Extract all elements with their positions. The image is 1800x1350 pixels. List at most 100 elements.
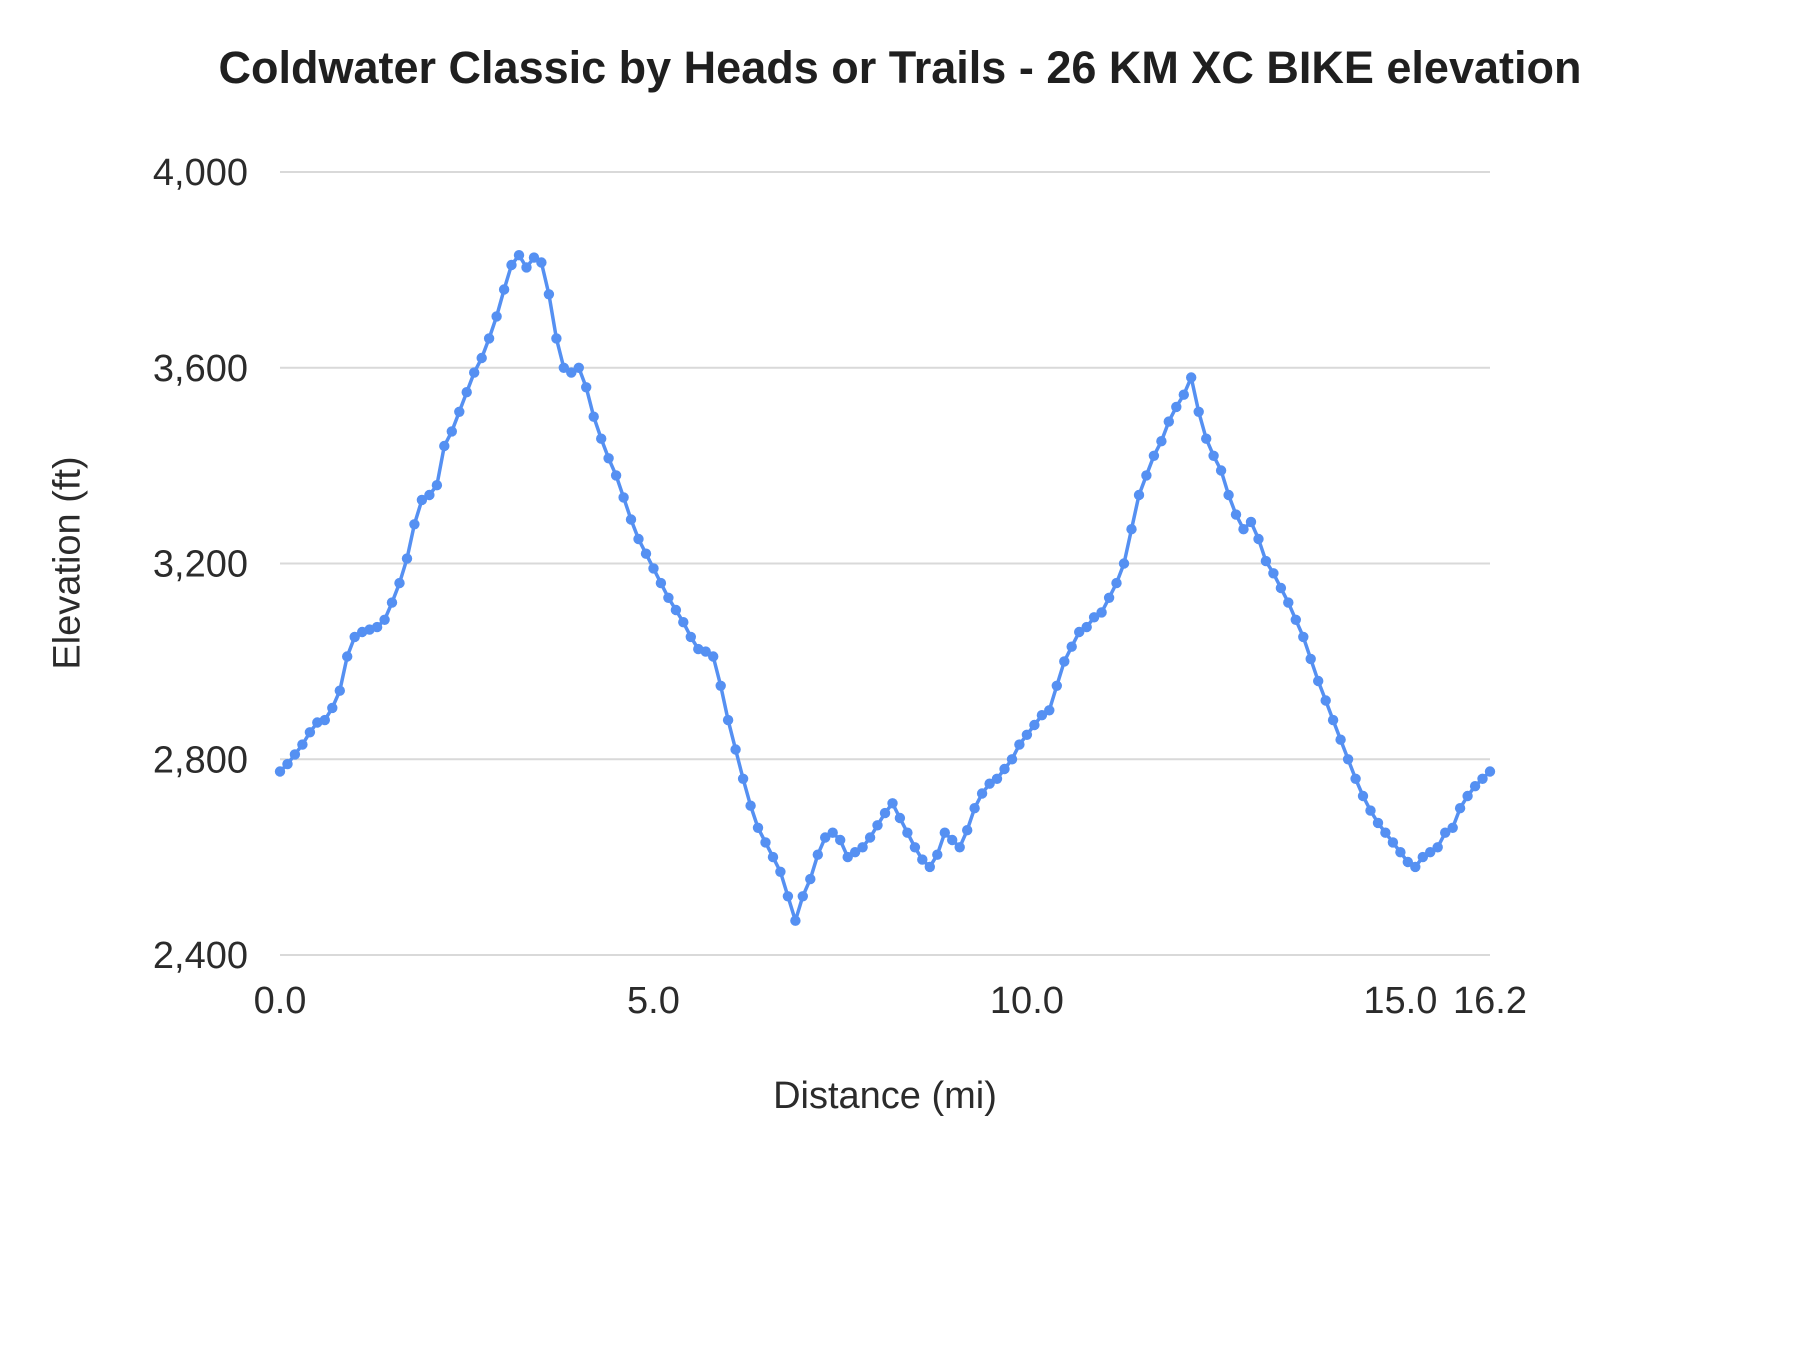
y-tick-label: 2,800	[153, 739, 248, 781]
data-point	[454, 406, 465, 417]
data-point	[775, 866, 786, 877]
data-point	[1014, 739, 1025, 750]
data-point	[476, 352, 487, 364]
data-point	[909, 842, 921, 853]
data-point	[685, 631, 696, 643]
data-point	[1066, 641, 1077, 652]
data-point	[812, 849, 823, 860]
data-point	[700, 646, 711, 657]
data-point	[1350, 773, 1361, 784]
data-point	[625, 514, 637, 525]
data-point	[894, 812, 906, 824]
data-point	[730, 744, 741, 755]
data-point	[1477, 773, 1488, 784]
data-point	[491, 311, 502, 322]
data-point	[1133, 489, 1145, 501]
data-point	[386, 597, 398, 608]
data-point	[678, 617, 689, 628]
data-point	[1111, 577, 1122, 589]
data-point	[461, 387, 472, 398]
data-point	[1425, 847, 1436, 858]
data-point	[857, 842, 868, 853]
data-point	[1238, 524, 1249, 535]
data-point	[1305, 653, 1316, 665]
data-point	[319, 714, 330, 726]
data-point	[371, 621, 383, 633]
data-point	[1201, 433, 1212, 444]
x-tick-label: 15.0	[1363, 980, 1437, 1022]
data-point	[1290, 614, 1302, 625]
data-point	[849, 847, 861, 858]
data-point	[1230, 509, 1242, 520]
data-point	[558, 362, 569, 373]
data-point	[1126, 524, 1137, 535]
data-point	[431, 480, 443, 491]
data-point	[1327, 714, 1339, 726]
data-point	[633, 533, 644, 545]
data-point	[409, 519, 420, 530]
data-point	[790, 915, 801, 926]
data-point	[797, 891, 808, 902]
data-point	[924, 861, 935, 873]
data-point	[835, 834, 846, 846]
data-point	[1141, 470, 1152, 481]
data-point	[1440, 827, 1451, 838]
data-point	[932, 849, 943, 860]
data-point	[1410, 861, 1421, 873]
chart-title: Coldwater Classic by Heads or Trails - 2…	[218, 42, 1582, 93]
data-point	[327, 702, 338, 714]
data-point	[334, 685, 345, 696]
data-point	[782, 891, 794, 902]
data-point	[498, 284, 510, 295]
data-point	[1245, 516, 1257, 528]
data-point	[349, 631, 360, 643]
data-point	[342, 651, 353, 662]
data-point	[394, 577, 405, 589]
data-point	[1253, 533, 1264, 545]
data-point	[424, 489, 435, 501]
data-point	[827, 827, 838, 838]
data-point	[984, 778, 995, 789]
data-point	[1313, 675, 1324, 687]
data-point	[648, 563, 659, 574]
data-point	[962, 825, 973, 836]
data-point	[543, 289, 555, 300]
data-point	[640, 548, 652, 559]
data-point	[603, 453, 614, 464]
data-point	[1148, 450, 1160, 461]
data-point	[536, 257, 547, 268]
data-point	[506, 259, 517, 271]
data-point	[1186, 372, 1197, 383]
data-point	[1357, 790, 1369, 802]
data-point	[1380, 827, 1391, 838]
data-point	[1081, 621, 1092, 633]
data-point	[708, 651, 719, 662]
data-point	[521, 262, 532, 273]
data-point	[1447, 822, 1458, 833]
data-point	[416, 494, 428, 506]
data-point	[1088, 612, 1100, 623]
data-point	[767, 851, 779, 863]
y-tick-label: 3,600	[153, 348, 248, 390]
data-point	[1171, 401, 1182, 413]
data-point	[1163, 416, 1175, 427]
data-point	[1365, 805, 1376, 816]
data-point	[745, 800, 756, 811]
data-point	[1275, 582, 1287, 594]
data-point	[1103, 592, 1115, 603]
data-point	[513, 250, 525, 261]
data-point	[469, 367, 480, 378]
data-point	[991, 773, 1003, 784]
data-point	[1395, 847, 1406, 858]
data-point	[655, 577, 667, 589]
data-point	[1059, 656, 1070, 667]
data-point	[304, 727, 316, 738]
data-point	[1029, 719, 1040, 731]
data-point	[1006, 754, 1018, 765]
data-point	[939, 827, 950, 838]
x-tick-label: 16.2	[1453, 980, 1527, 1022]
data-point	[1118, 558, 1130, 569]
data-point	[902, 827, 913, 838]
